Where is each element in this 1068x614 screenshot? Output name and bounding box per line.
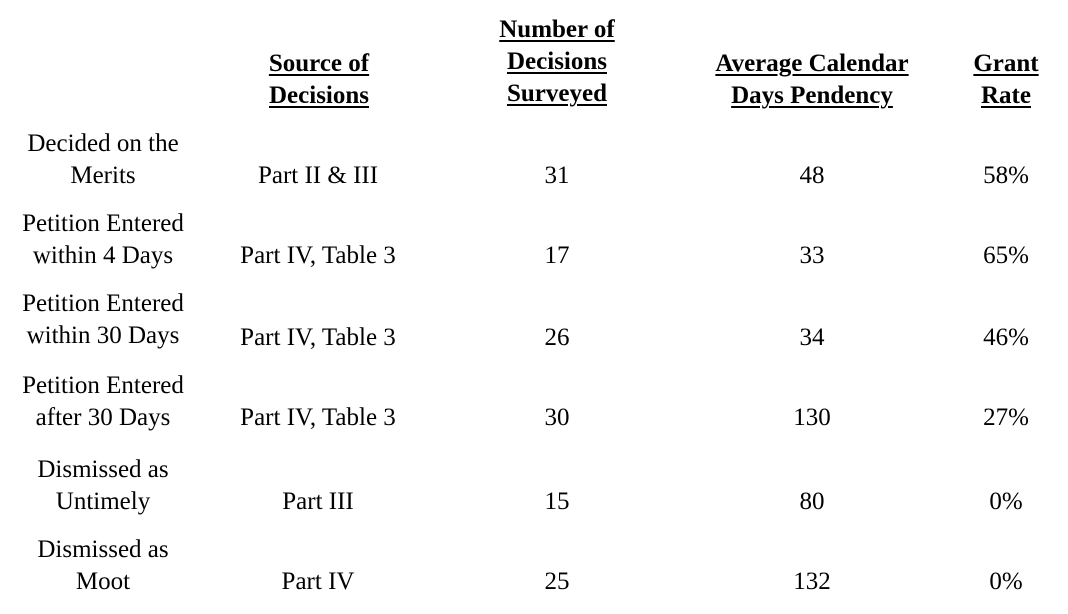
row-label-line-2: Untimely bbox=[55, 488, 151, 515]
header-average-calendar-days-pendency: Average Calendar Days Pendency bbox=[692, 48, 932, 112]
cell-number: 30 bbox=[544, 404, 570, 431]
row-label: Decided on the Merits bbox=[0, 128, 206, 192]
header-grant-line-1: Grant bbox=[973, 50, 1039, 77]
cell-number: 17 bbox=[544, 242, 570, 269]
row-label-line-1: Dismissed as bbox=[37, 536, 169, 563]
cell-grant-rate: 46% bbox=[983, 324, 1029, 351]
row-label-line-1: Petition Entered bbox=[22, 372, 184, 399]
cell-grant-rate: 0% bbox=[989, 568, 1023, 595]
header-source-line-1: Source of bbox=[268, 50, 370, 77]
cell-pendency: 34 bbox=[799, 324, 825, 351]
row-label: Petition Entered within 30 Days bbox=[0, 288, 206, 352]
row-label-line-1: Dismissed as bbox=[37, 456, 169, 483]
cell-grant-rate: 65% bbox=[983, 242, 1029, 269]
row-label: Dismissed as Moot bbox=[0, 534, 206, 598]
row-label-line-2: within 30 Days bbox=[26, 322, 180, 349]
cell-pendency: 130 bbox=[793, 404, 831, 431]
cell-source: Part IV, Table 3 bbox=[240, 242, 396, 269]
cell-source: Part IV, Table 3 bbox=[240, 404, 396, 431]
header-number-line-1: Number of bbox=[499, 16, 615, 43]
cell-number: 31 bbox=[544, 162, 570, 189]
header-pendency-line-1: Average Calendar bbox=[715, 50, 909, 77]
row-label: Dismissed as Untimely bbox=[0, 454, 206, 518]
row-label-line-2: Moot bbox=[75, 568, 131, 595]
row-label-line-2: after 30 Days bbox=[35, 404, 171, 431]
cell-number: 26 bbox=[544, 324, 570, 351]
header-number-line-3: Surveyed bbox=[507, 80, 607, 107]
cell-source: Part IV bbox=[281, 568, 355, 595]
cell-source: Part II & III bbox=[257, 162, 379, 189]
row-label-line-1: Petition Entered bbox=[22, 210, 184, 237]
row-label: Petition Entered within 4 Days bbox=[0, 208, 206, 272]
header-source-of-decisions: Source of Decisions bbox=[238, 48, 400, 112]
cell-pendency: 132 bbox=[793, 568, 831, 595]
cell-number: 15 bbox=[544, 488, 570, 515]
cell-grant-rate: 27% bbox=[983, 404, 1029, 431]
header-grant-rate: Grant Rate bbox=[956, 48, 1056, 112]
cell-pendency: 80 bbox=[799, 488, 825, 515]
row-label-line-2: Merits bbox=[70, 162, 136, 189]
header-number-of-decisions-surveyed: Number of Decisions Surveyed bbox=[472, 14, 642, 110]
cell-source: Part III bbox=[282, 488, 354, 515]
cell-source: Part IV, Table 3 bbox=[240, 324, 396, 351]
row-label-line-1: Decided on the bbox=[27, 130, 179, 157]
cell-grant-rate: 58% bbox=[983, 162, 1029, 189]
row-label-line-1: Petition Entered bbox=[22, 290, 184, 317]
header-number-line-2: Decisions bbox=[507, 48, 607, 75]
cell-pendency: 48 bbox=[799, 162, 825, 189]
cell-number: 25 bbox=[544, 568, 570, 595]
row-label: Petition Entered after 30 Days bbox=[0, 370, 206, 434]
header-pendency-line-2: Days Pendency bbox=[731, 82, 893, 109]
header-source-line-2: Decisions bbox=[269, 82, 369, 109]
cell-pendency: 33 bbox=[799, 242, 825, 269]
cell-grant-rate: 0% bbox=[989, 488, 1023, 515]
row-label-line-2: within 4 Days bbox=[32, 242, 174, 269]
header-grant-line-2: Rate bbox=[981, 82, 1031, 109]
